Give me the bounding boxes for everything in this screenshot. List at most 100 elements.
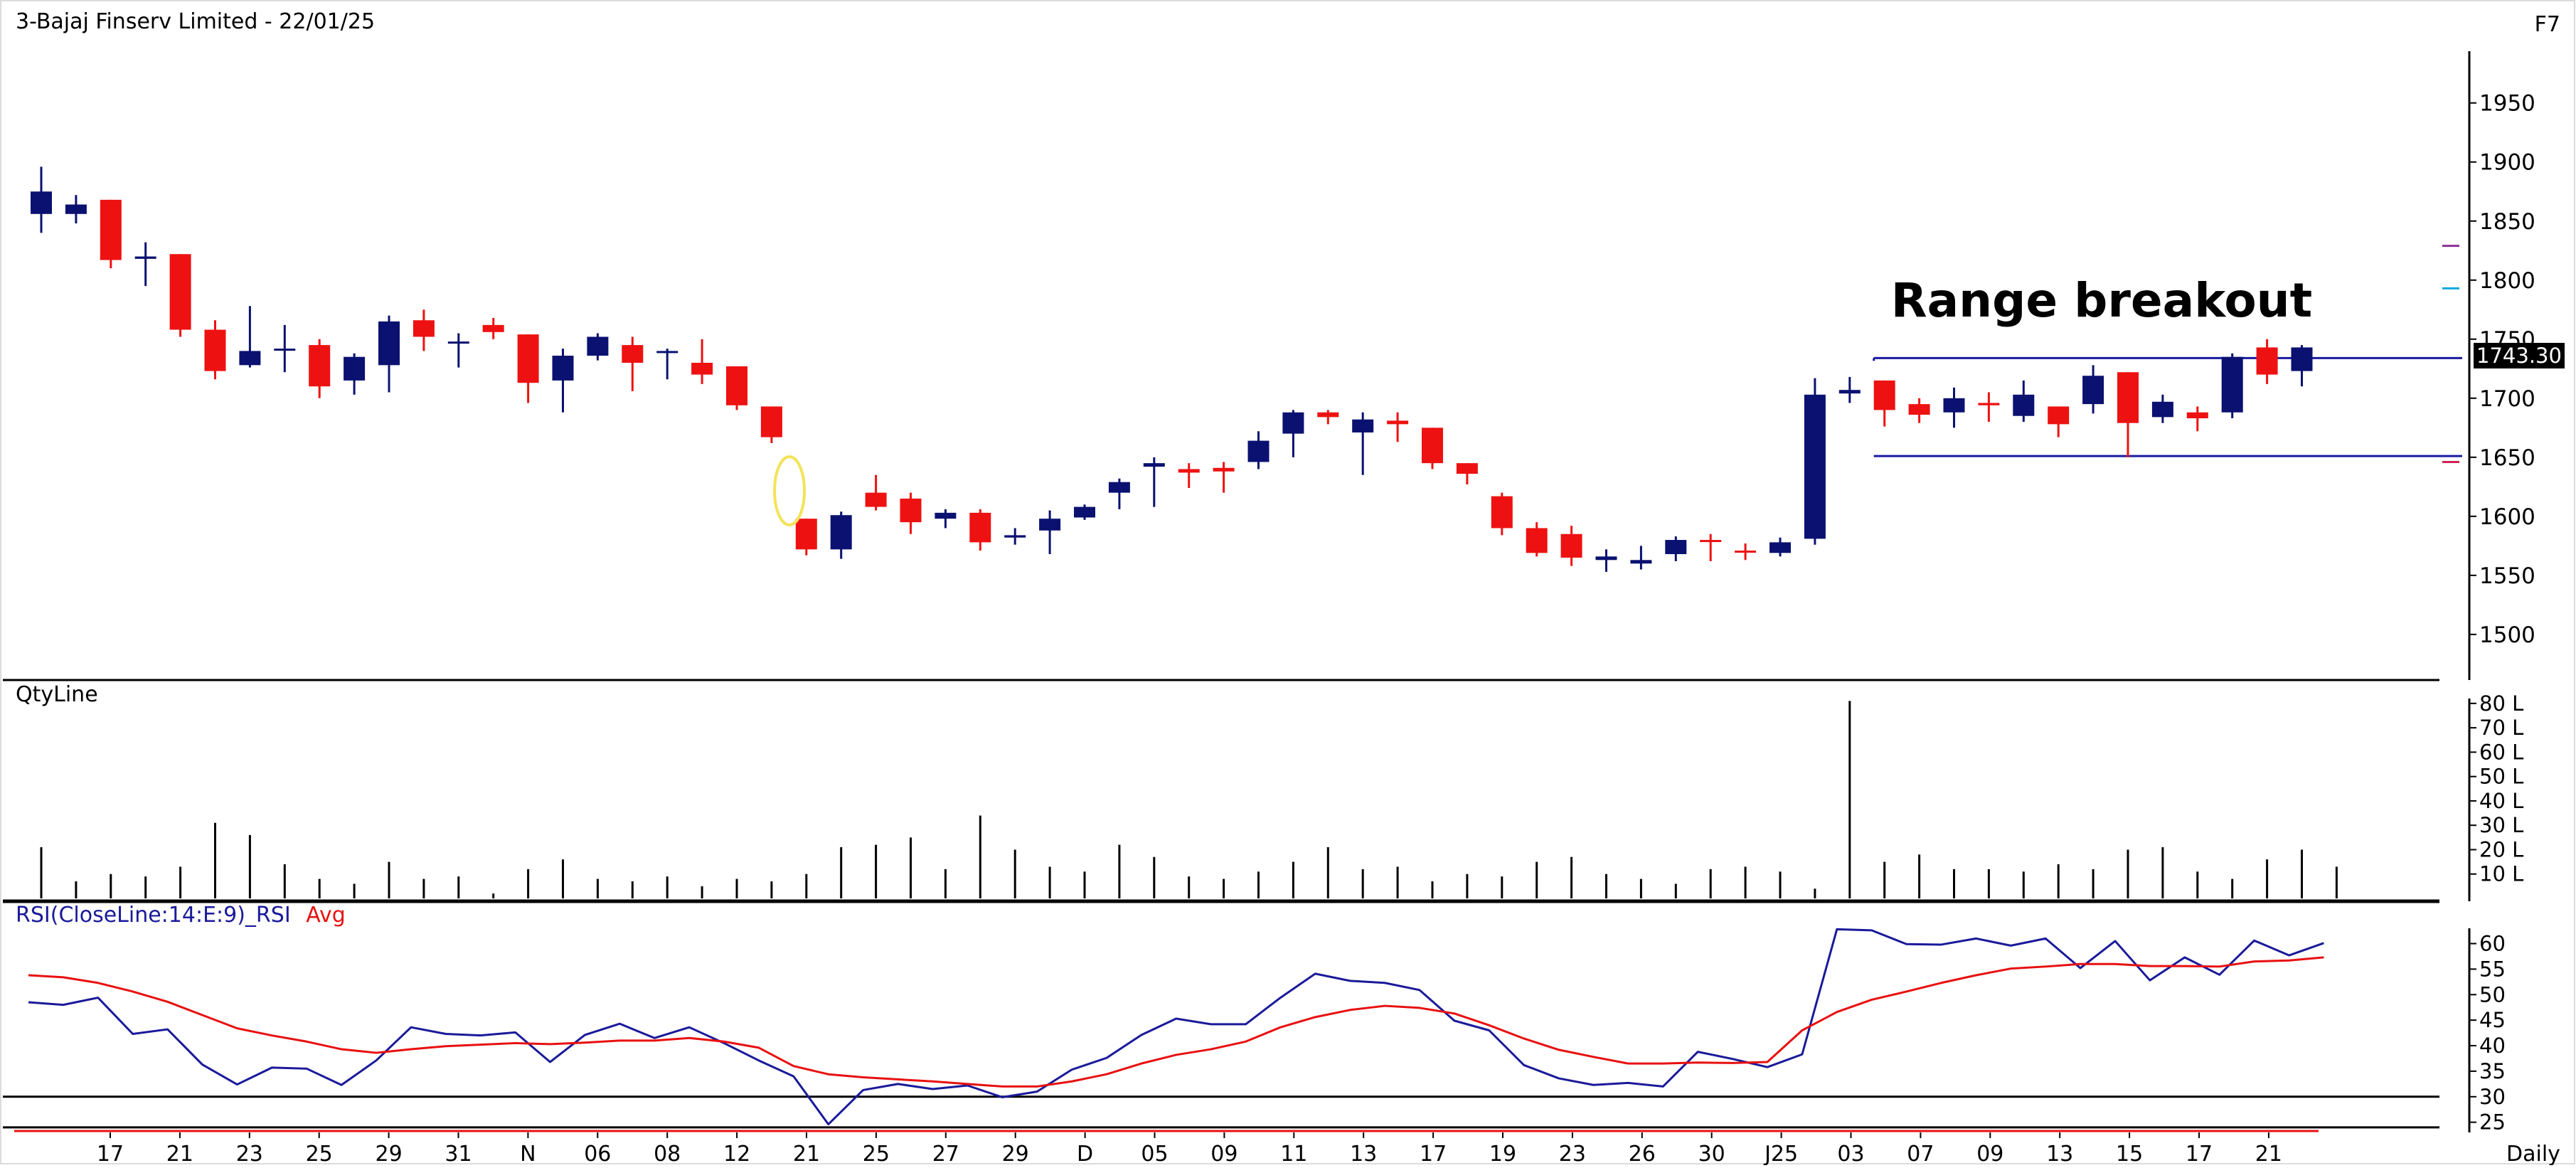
highlight-ellipse [773,455,806,526]
candle-body [1143,463,1165,467]
rsi-tick-label: 50 [2479,982,2506,1007]
candle-body [2256,347,2278,375]
rsi-panel-label: RSI(CloseLine:14:E:9)_RSI Avg [16,903,346,928]
candle-body [1804,394,1826,539]
time-tick-label: 17 [97,1142,124,1165]
candle-body [1387,420,1409,425]
candle-body [1908,404,1930,415]
candle-body [309,345,331,387]
rsi-tick-label: 60 [2479,932,2506,956]
candle-body [2221,356,2243,413]
price-tick-label: 1600 [2479,504,2535,530]
time-tick-label: 13 [1350,1142,1377,1165]
rsi-tick-label: 45 [2479,1008,2506,1032]
candle-body [935,512,957,519]
candle-body [1526,528,1548,553]
candle-body [169,254,191,330]
time-tick-label: N [520,1142,536,1165]
time-tick-label: 11 [1280,1142,1307,1165]
candle-body [1630,560,1652,564]
candle-body [1456,463,1478,474]
volume-tick-label: 20 L [2479,837,2523,861]
candle-body [2082,376,2104,405]
candle-body [2013,394,2035,416]
candle-body [1317,412,1339,418]
candle-body [1039,519,1061,531]
candle-body [2291,347,2313,371]
candle-body [1213,467,1235,472]
time-tick-label: 08 [654,1142,681,1165]
candle-body [2186,412,2208,419]
time-tick-label: 21 [166,1142,193,1165]
time-tick-label: 07 [1907,1142,1934,1165]
candle-body [1560,533,1582,558]
candle-body [447,341,469,344]
candle-body [900,498,922,523]
time-tick-label: 25 [863,1142,890,1165]
time-tick-label: 19 [1489,1142,1516,1165]
price-tick-label: 1800 [2479,268,2535,294]
current-price-tag: 1743.30 [2476,344,2562,368]
rsi-label: RSI(CloseLine:14:E:9)_RSI [16,903,291,928]
candle-body [1665,540,1687,554]
candle-body [656,351,678,354]
time-tick-label: 27 [932,1142,959,1165]
rsi-tick-label: 25 [2479,1110,2506,1135]
candle-body [2048,406,2070,425]
candle-body [2117,372,2139,423]
time-tick-label: 29 [376,1142,403,1165]
price-tick-label: 1900 [2479,150,2535,176]
time-tick-label: D [1077,1142,1093,1165]
candle-body [344,356,366,381]
candle-body [1595,556,1617,561]
candle-body [1422,428,1443,464]
candle-body [1978,403,2000,405]
timeframe-label: Daily [2506,1142,2560,1165]
candle-body [1491,496,1513,529]
candle-body [760,406,782,437]
time-tick-label: 09 [1210,1142,1238,1165]
current-price-tag-bg [2474,343,2565,368]
time-tick-label: 06 [584,1142,611,1165]
volume-tick-label: 40 L [2479,789,2523,813]
candle-body [1838,390,1861,394]
volume-tick-label: 80 L [2479,691,2523,716]
range-breakout-annotation: Range breakout [1891,273,2312,328]
time-tick-label: 13 [2046,1142,2073,1165]
candle-body [622,345,644,363]
rsi-tick-label: 40 [2479,1034,2506,1058]
candle-body [1282,412,1304,434]
rsi-tick-label: 30 [2479,1085,2506,1109]
time-tick-label: 30 [1698,1142,1725,1165]
price-tick-label: 1950 [2479,91,2535,117]
candle-body [1735,551,1757,553]
time-tick-label: 29 [1002,1142,1029,1165]
price-tick-label: 1500 [2479,622,2535,648]
candle-body [482,324,504,332]
candle-body [31,191,52,214]
candle-body [1769,542,1791,553]
time-tick-label: 09 [1976,1142,2003,1165]
rsi-line [28,928,2324,1126]
candle-body [517,334,539,383]
time-tick-label: 25 [306,1142,333,1165]
candle-body [100,199,122,260]
time-tick-label: 17 [2186,1142,2213,1165]
time-tick-label: 05 [1141,1142,1168,1165]
candle-body [865,492,887,507]
candle-body [726,366,747,405]
time-tick-label: J25 [1763,1142,1798,1165]
rsi-tick-label: 35 [2479,1059,2506,1083]
candle-body [1352,419,1374,432]
candle-body [1700,540,1722,543]
candle-body [239,351,261,366]
rsi-avg-label: Avg [306,903,346,928]
time-tick-label: 03 [1837,1142,1864,1165]
candle-body [1108,482,1130,493]
candle-body [1074,506,1095,518]
candle-body [1873,380,1895,410]
time-tick-label: 17 [1420,1142,1447,1165]
